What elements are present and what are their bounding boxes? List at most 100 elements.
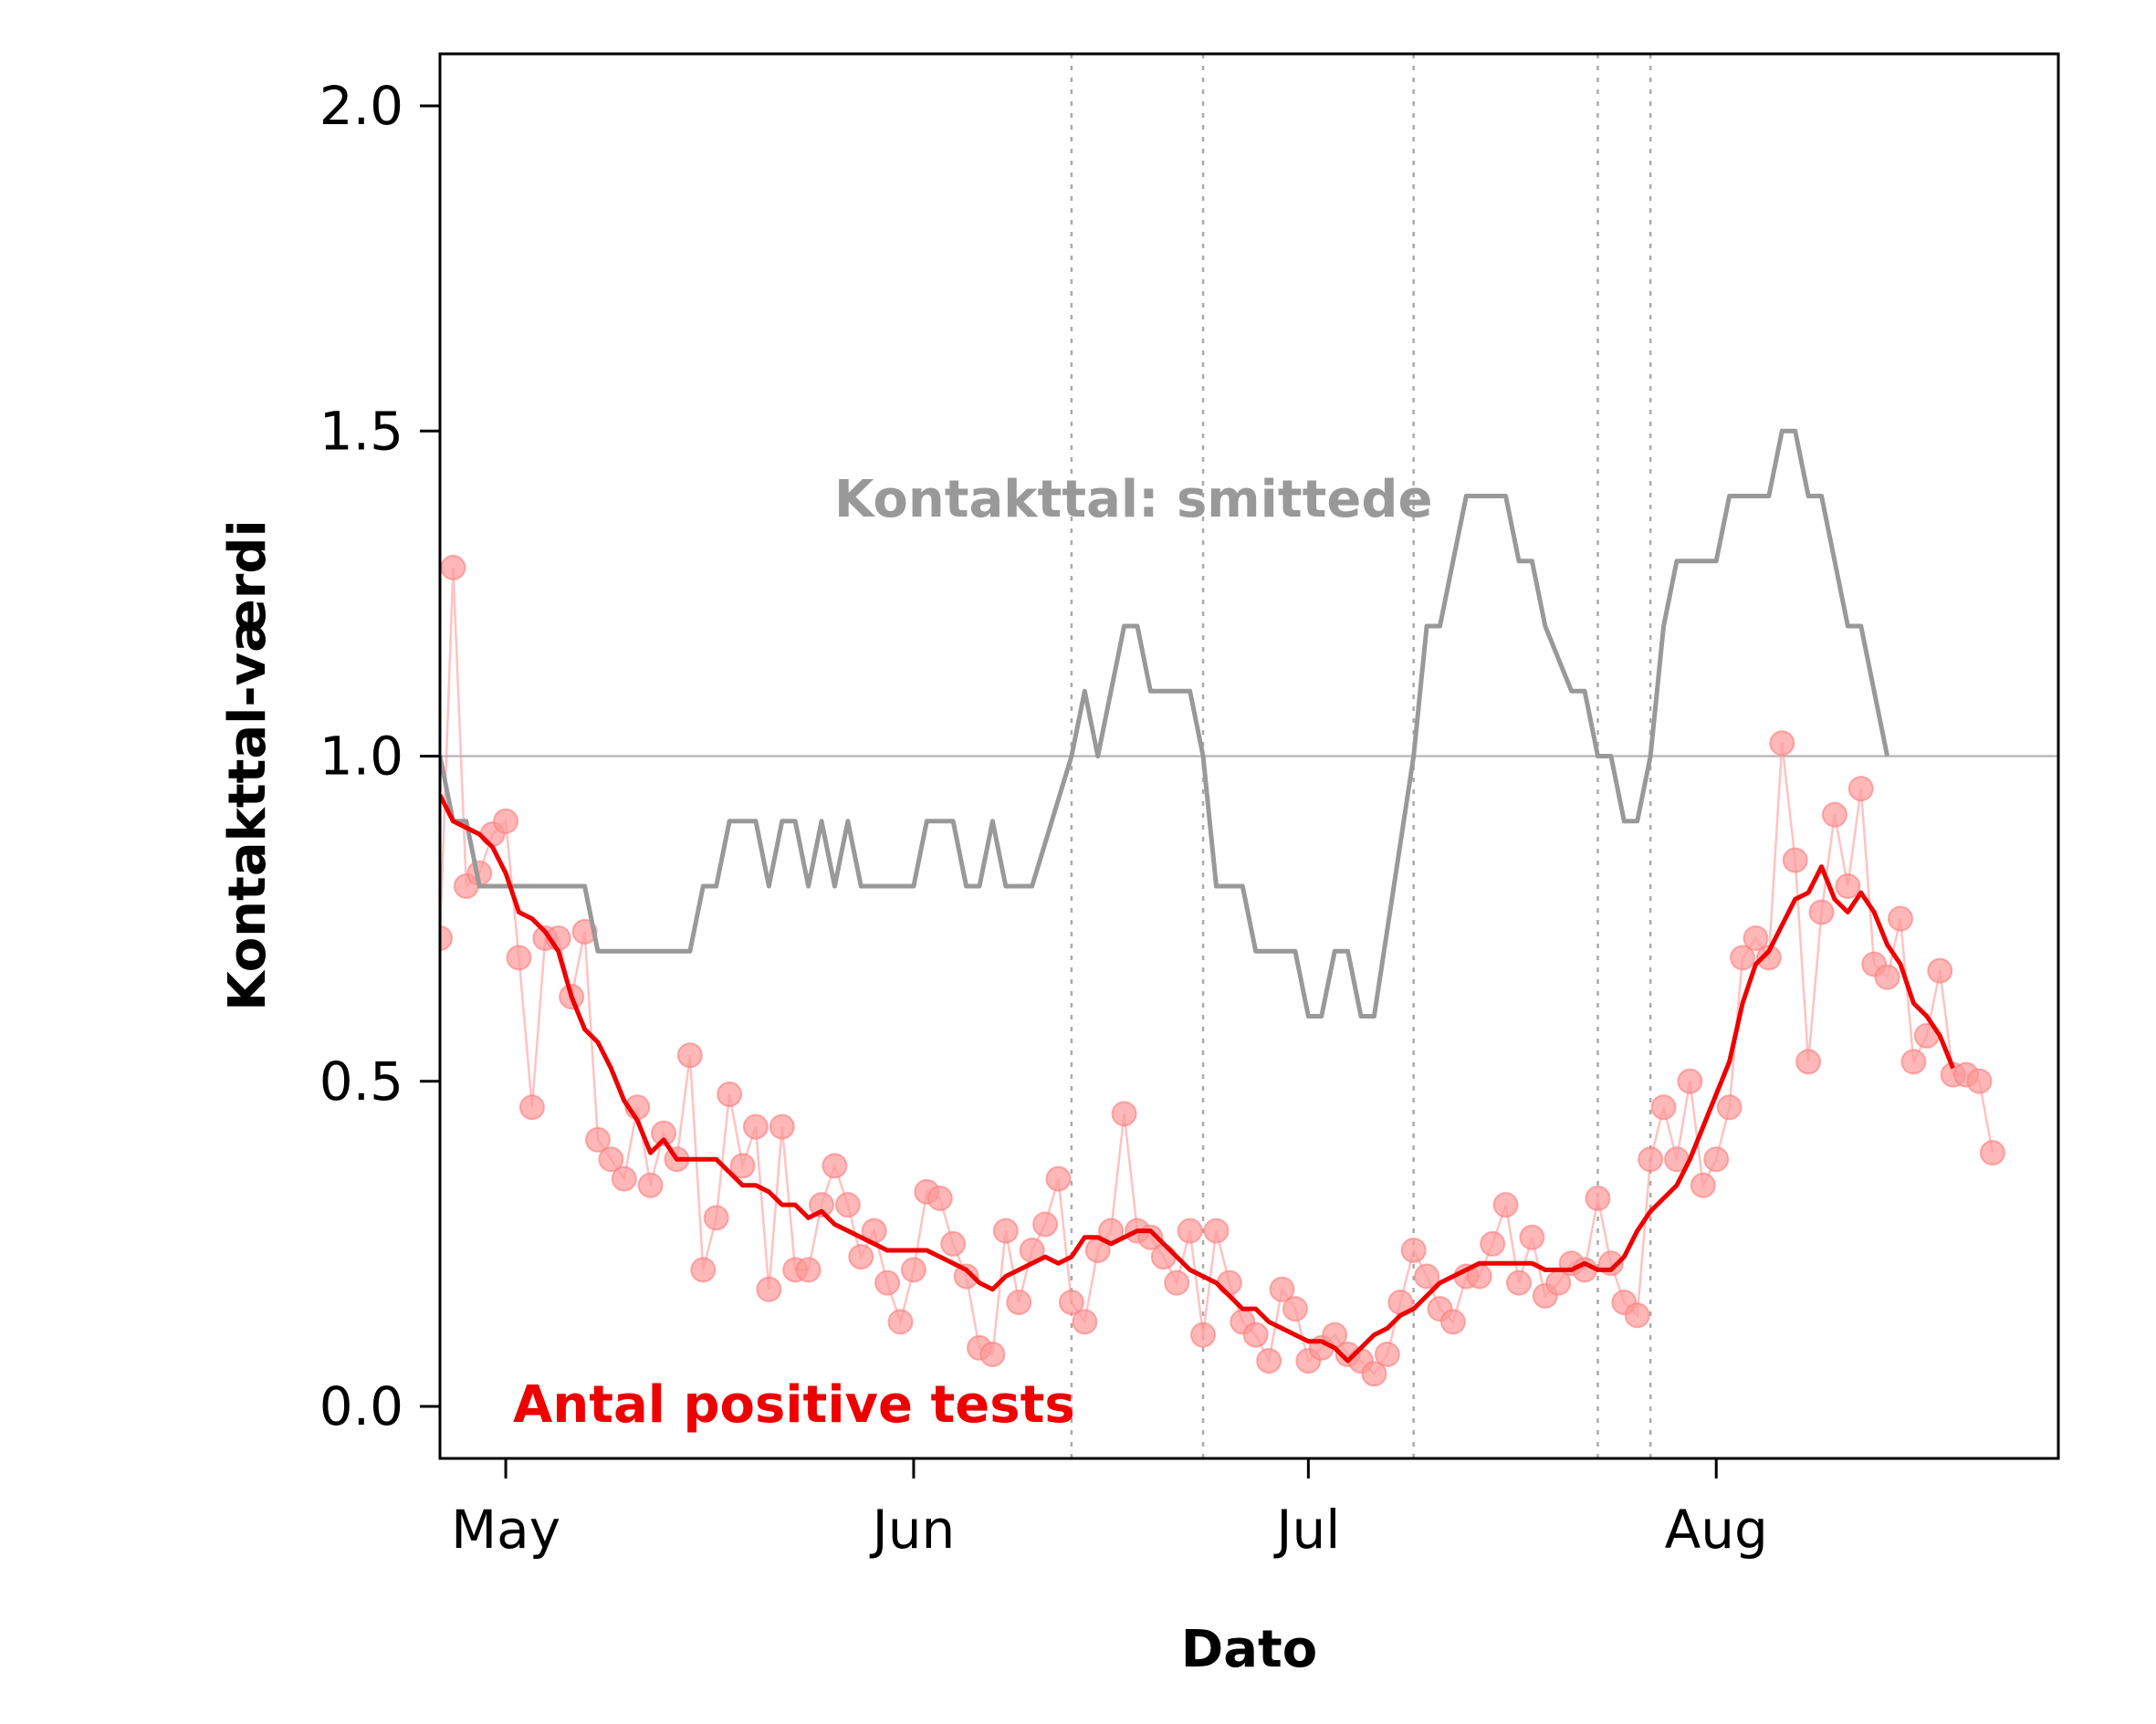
- series-label-tests: Antal positive tests: [513, 1375, 1075, 1435]
- data-point: [1782, 847, 1808, 873]
- data-point: [1769, 730, 1795, 757]
- data-point: [900, 1257, 926, 1283]
- x-tick-label: Jun: [870, 1499, 956, 1561]
- x-tick-label: Jul: [1273, 1499, 1340, 1561]
- data-point: [1808, 899, 1835, 925]
- data-point: [1743, 925, 1769, 951]
- data-point: [729, 1153, 756, 1179]
- y-tick-label: 0.5: [319, 1050, 403, 1113]
- data-point: [717, 1081, 743, 1107]
- data-point: [1492, 1192, 1519, 1218]
- data-point: [822, 1153, 848, 1179]
- data-point: [1164, 1269, 1190, 1296]
- data-point: [1269, 1276, 1295, 1302]
- x-tick-label: May: [451, 1499, 560, 1561]
- data-point: [887, 1309, 914, 1335]
- data-point: [926, 1186, 953, 1211]
- data-point: [1439, 1309, 1466, 1335]
- data-point: [756, 1276, 782, 1302]
- data-point: [1032, 1211, 1059, 1238]
- data-point: [769, 1113, 795, 1140]
- data-point: [953, 1263, 979, 1290]
- x-tick-label: Aug: [1665, 1499, 1768, 1561]
- data-point: [1624, 1302, 1650, 1329]
- data-point: [742, 1113, 769, 1140]
- data-point: [1677, 1068, 1703, 1094]
- data-point: [651, 1120, 677, 1146]
- data-point: [1256, 1348, 1282, 1374]
- series-line-tests: [440, 794, 1956, 1364]
- data-point: [1650, 1094, 1677, 1121]
- data-point: [992, 1217, 1019, 1244]
- data-point: [940, 1230, 967, 1257]
- data-point: [1506, 1269, 1532, 1296]
- data-point: [1177, 1217, 1203, 1244]
- data-point: [834, 1192, 861, 1218]
- data-point: [1716, 1094, 1743, 1121]
- data-point: [1006, 1290, 1032, 1315]
- data-point: [598, 1146, 624, 1173]
- data-point: [1966, 1068, 1993, 1094]
- y-tick-label: 2.0: [319, 75, 403, 137]
- y-tick-label: 1.5: [319, 400, 403, 462]
- data-point: [1888, 905, 1914, 932]
- data-point: [1111, 1101, 1137, 1127]
- daily-values-line: [440, 567, 1994, 1376]
- data-point: [1414, 1263, 1440, 1290]
- data-point: [874, 1269, 901, 1296]
- data-point: [440, 925, 453, 951]
- data-point: [1638, 1146, 1664, 1173]
- x-axis-title: Dato: [1181, 1620, 1318, 1679]
- data-point: [1979, 1140, 2005, 1166]
- data-point: [979, 1342, 1006, 1367]
- data-point: [1755, 945, 1782, 971]
- data-point: [440, 554, 466, 580]
- data-point: [1821, 801, 1847, 828]
- data-point: [1242, 1322, 1269, 1348]
- axes: [420, 52, 2060, 1478]
- data-point: [506, 945, 532, 971]
- data-point: [690, 1257, 717, 1283]
- data-point: [1900, 1049, 1927, 1075]
- data-point: [795, 1257, 822, 1283]
- y-axis-title: Kontakttal-værdi: [218, 519, 277, 1010]
- data-point: [1190, 1322, 1217, 1348]
- plot-area: [440, 54, 2058, 1458]
- data-point: [1374, 1342, 1400, 1367]
- data-point: [703, 1205, 729, 1231]
- data-point: [1703, 1146, 1730, 1173]
- data-point: [1847, 776, 1874, 802]
- data-point: [1927, 957, 1953, 984]
- data-point: [1216, 1269, 1242, 1296]
- data-point: [1690, 1172, 1716, 1198]
- data-point: [584, 1126, 611, 1153]
- data-point: [1795, 1049, 1822, 1075]
- data-point: [1282, 1296, 1308, 1322]
- data-point: [1730, 945, 1756, 971]
- labels: 0.0 0.5 1.0 1.5 2.0 May Jun Jul Aug Dato Kontaktta…: [218, 75, 1768, 1679]
- data-point: [1045, 1165, 1072, 1192]
- data-point: [637, 1172, 664, 1198]
- data-point: [1150, 1244, 1177, 1270]
- data-point: [848, 1244, 874, 1270]
- data-point: [1519, 1224, 1545, 1250]
- data-point: [1203, 1217, 1230, 1244]
- data-point: [1874, 964, 1900, 990]
- data-point: [518, 1094, 545, 1121]
- data-point: [1400, 1238, 1427, 1263]
- y-tick-label: 1.0: [319, 726, 403, 788]
- y-tick-label: 0.0: [319, 1375, 403, 1437]
- data-point: [1480, 1230, 1506, 1257]
- data-point: [1835, 873, 1861, 899]
- data-point: [1072, 1309, 1098, 1335]
- series-line-infected: [440, 428, 1890, 1019]
- series-label-infected: Kontakttal: smittede: [834, 470, 1432, 529]
- data-point: [611, 1165, 637, 1192]
- data-point: [676, 1042, 703, 1069]
- data-point: [493, 808, 519, 834]
- data-point: [1585, 1186, 1611, 1211]
- data-point: [1361, 1361, 1387, 1387]
- data-point: [1058, 1290, 1084, 1315]
- data-point: [809, 1192, 835, 1218]
